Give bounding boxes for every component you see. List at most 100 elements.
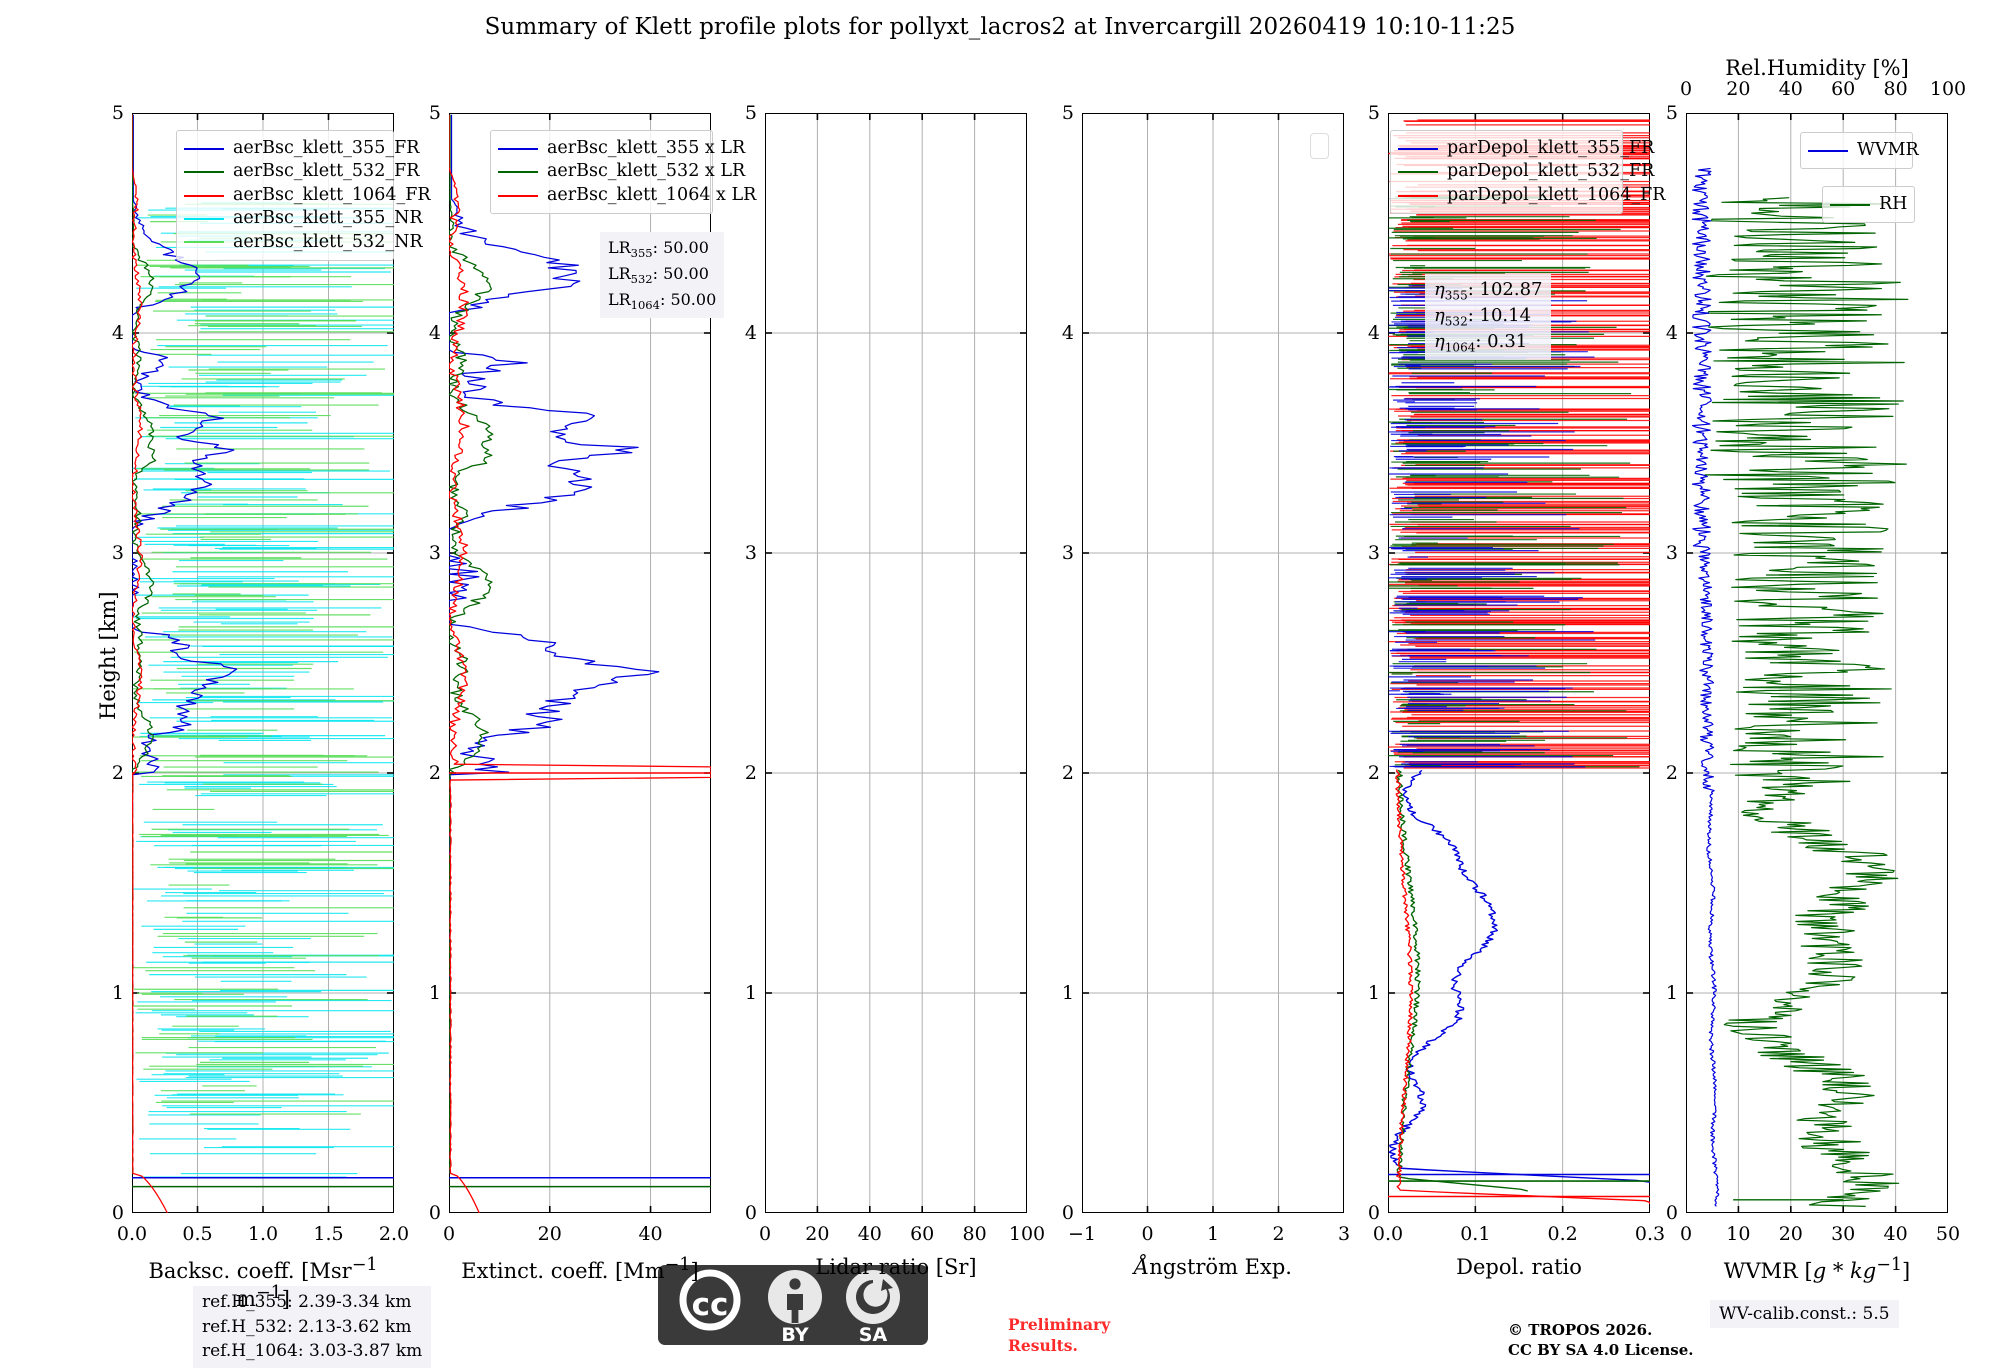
legend-extinction: aerBsc_klett_355 x LR aerBsc_klett_532 x… — [490, 130, 756, 215]
x-tick-label: 30 — [1831, 1223, 1856, 1245]
svg-text:cc: cc — [692, 1287, 729, 1323]
copyright-line: © TROPOS 2026. — [1508, 1321, 1653, 1339]
legend-label: aerBsc_klett_355_FR — [233, 138, 420, 158]
y-tick-label: 4 — [744, 322, 757, 344]
x-tick-label: 3 — [1337, 1223, 1351, 1245]
legend-item: WVMR — [1808, 139, 1919, 162]
x-tick-label: 1 — [1206, 1223, 1220, 1245]
preliminary-results-note: Preliminary Results. — [1008, 1315, 1110, 1357]
x-tick-label: 2.0 — [378, 1223, 410, 1245]
legend-label: WVMR — [1857, 140, 1919, 160]
legend-angstrom-empty — [1310, 133, 1329, 159]
legend-label: RH — [1879, 194, 1908, 214]
x-axis-label-wvmr: WVMR [g * kg−1] — [1723, 1255, 1911, 1283]
panel-extinction — [449, 113, 711, 1213]
y-tick-label: 0 — [1367, 1202, 1380, 1224]
eta-values-box: η355: 102.87 η532: 10.14 η1064: 0.31 — [1425, 274, 1552, 361]
y-tick-label: 1 — [1367, 982, 1380, 1004]
y-tick-label: 0 — [1061, 1202, 1074, 1224]
x-axis-label-angstrom: Ångström Exp. — [1134, 1255, 1292, 1279]
reference-height-box: ref.H_355: 2.39-3.34 km ref.H_532: 2.13-… — [193, 1286, 432, 1368]
lidar-ratio-values-box: LR355: 50.00 LR532: 50.00 LR1064: 50.00 — [600, 232, 725, 318]
x-tick-label: 0.3 — [1634, 1223, 1666, 1245]
y-tick-label: 2 — [428, 762, 441, 784]
lr-row: LR355: 50.00 — [608, 238, 709, 261]
x-tick-label: 1.0 — [247, 1223, 279, 1245]
legend-item: aerBsc_klett_532_NR — [184, 231, 423, 254]
legend-item: aerBsc_klett_532 x LR — [498, 160, 745, 183]
line-swatch-green — [1398, 171, 1438, 174]
y-tick-label: 0 — [1665, 1202, 1678, 1224]
x-tick-label: 0.0 — [1372, 1223, 1404, 1245]
line-swatch-red — [498, 194, 538, 197]
x-tick-label: 1.5 — [313, 1223, 344, 1245]
legend-label: parDepol_klett_532_FR — [1447, 161, 1655, 182]
y-tick-label: 1 — [1665, 982, 1678, 1004]
x-tick-label: 0.2 — [1547, 1223, 1578, 1245]
x-tick-label: 0 — [1679, 1223, 1693, 1245]
x-tick-label: 40 — [857, 1223, 882, 1245]
y-tick-label: 3 — [111, 542, 124, 564]
x-tick-label: 10 — [1726, 1223, 1751, 1245]
x-tick-label: 0 — [758, 1223, 772, 1245]
x-tick-label: 0 — [442, 1223, 456, 1245]
plot-area-wvmr — [1686, 113, 1948, 1213]
legend-label: aerBsc_klett_1064_FR — [233, 184, 431, 205]
y-tick-label: 2 — [1367, 762, 1380, 784]
y-tick-label: 1 — [111, 982, 124, 1004]
y-tick-label: 5 — [1061, 102, 1074, 124]
y-tick-label: 4 — [1367, 322, 1380, 344]
line-swatch-blue — [498, 147, 538, 150]
legend-label: aerBsc_klett_532 x LR — [547, 161, 746, 182]
y-tick-label: 4 — [428, 322, 441, 344]
x-tick-label: 0.1 — [1460, 1223, 1491, 1245]
y-tick-label: 4 — [1061, 322, 1074, 344]
line-swatch-red — [1398, 194, 1438, 197]
cc-by-label: BY — [781, 1324, 808, 1345]
backscatter-curves — [132, 113, 394, 1213]
x-axis-label-backscatter: Backsc. coeff. [Msr−1 m−1] — [148, 1255, 378, 1311]
y-tick-label: 5 — [744, 102, 757, 124]
wvmr-curves — [1686, 113, 1948, 1213]
legend-item: parDepol_klett_532_FR — [1398, 160, 1654, 183]
legend-label: aerBsc_klett_355 x LR — [547, 138, 746, 158]
tropos-copyright: © TROPOS 2026. CC BY SA 4.0 License. — [1508, 1320, 1694, 1361]
x-tick-label: 2 — [1272, 1223, 1285, 1245]
top-x-tick-label: 60 — [1831, 78, 1856, 100]
line-swatch-blue — [1808, 149, 1848, 152]
y-tick-label: 1 — [428, 982, 441, 1004]
eta-row: η355: 102.87 — [1434, 279, 1543, 303]
extinction-curves — [449, 113, 711, 1213]
panel-angstrom — [1082, 113, 1344, 1213]
x-tick-label: 100 — [1008, 1223, 1046, 1245]
x-tick-label: 60 — [910, 1223, 935, 1245]
x-tick-label: 40 — [638, 1223, 663, 1245]
legend-rh: RH — [1822, 186, 1915, 224]
y-tick-label: 5 — [1367, 102, 1380, 124]
lidar-ratio-curves — [765, 113, 1027, 1213]
x-tick-label: 20 — [805, 1223, 830, 1245]
x-tick-label: 0.0 — [116, 1223, 148, 1245]
y-tick-label: 4 — [111, 322, 124, 344]
panel-wvmr — [1686, 113, 1948, 1213]
panel-lidar-ratio — [765, 113, 1027, 1213]
y-tick-label: 3 — [744, 542, 757, 564]
legend-label: aerBsc_klett_355_NR — [233, 208, 423, 229]
x-tick-label: 80 — [962, 1223, 987, 1245]
x-tick-label: 0 — [1141, 1223, 1154, 1245]
creative-commons-logo: cc BY SA — [658, 1265, 928, 1345]
legend-label: parDepol_klett_1064_FR — [1447, 184, 1666, 205]
legend-item: aerBsc_klett_355 x LR — [498, 137, 745, 160]
ref-h-355: ref.H_355: 2.39-3.34 km — [202, 1292, 412, 1312]
line-swatch-green — [184, 171, 224, 174]
eta-row: η532: 10.14 — [1434, 305, 1532, 329]
y-tick-label: 1 — [744, 982, 757, 1004]
cc-sa-label: SA — [859, 1324, 888, 1345]
legend-item: RH — [1830, 193, 1908, 216]
legend-label: aerBsc_klett_1064 x LR — [547, 184, 757, 205]
legend-label: aerBsc_klett_532_NR — [233, 231, 423, 252]
eta-row: η1064: 0.31 — [1434, 331, 1528, 355]
legend-wvmr: WVMR — [1800, 132, 1919, 170]
top-x-tick-label: 80 — [1883, 78, 1908, 100]
y-tick-label: 2 — [1061, 762, 1074, 784]
